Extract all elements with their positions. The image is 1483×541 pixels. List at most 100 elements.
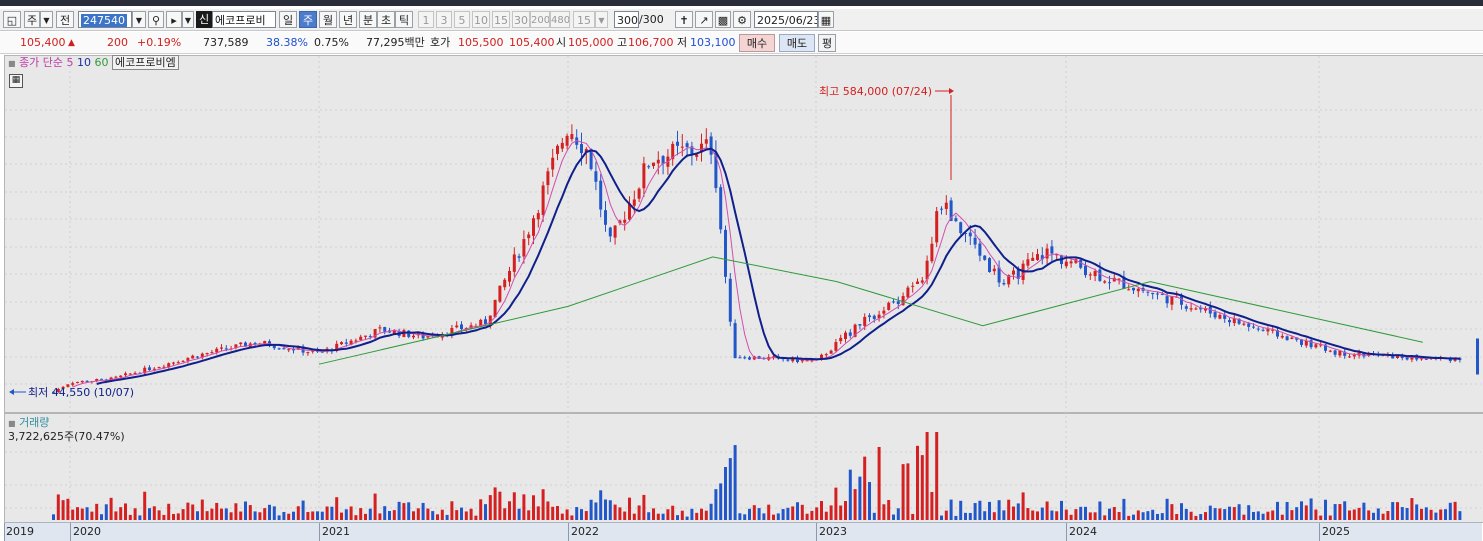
speaker-icon[interactable]: ▸: [166, 11, 182, 28]
volume-bar: [1285, 501, 1289, 520]
multiplier-dropdown-icon[interactable]: ▼: [595, 11, 608, 28]
bar-count-input[interactable]: 300: [614, 11, 639, 28]
volume-bar: [786, 507, 790, 520]
stock-code-value: 247540: [81, 14, 127, 27]
multiplier-30[interactable]: 30: [512, 11, 530, 28]
trendline-icon[interactable]: ↗: [695, 11, 713, 28]
period-type-dropdown-icon[interactable]: ▼: [40, 11, 53, 28]
multiplier-200[interactable]: 200: [530, 11, 550, 28]
search-icon[interactable]: ⚲: [148, 11, 164, 28]
up-arrow-icon: ▲: [68, 38, 75, 48]
volume-bar: [575, 507, 579, 520]
volume-bar: [911, 513, 915, 520]
volume-bar: [330, 506, 334, 520]
volume-bar: [551, 506, 555, 520]
volume-bar: [316, 511, 319, 520]
x-label-2019: 2019: [6, 525, 34, 538]
tab-second[interactable]: 초: [377, 11, 395, 28]
multiplier-5[interactable]: 5: [454, 11, 470, 28]
volume-bar: [1396, 502, 1399, 520]
volume-bar: [1122, 498, 1126, 520]
candle-body: [642, 163, 646, 189]
volume-bar: [560, 513, 564, 520]
volume-bar: [1213, 508, 1217, 520]
tab-year[interactable]: 년: [339, 11, 357, 28]
volume-bar: [1429, 509, 1433, 520]
buy-button[interactable]: 매수: [739, 34, 775, 52]
multiplier-10[interactable]: 10: [472, 11, 490, 28]
candle-body: [700, 143, 703, 153]
tab-minute[interactable]: 분: [359, 11, 377, 28]
candle-body: [1160, 293, 1164, 295]
candle-body: [1064, 261, 1068, 267]
settings-gear-icon[interactable]: ⚙: [733, 11, 751, 28]
multiplier-1[interactable]: 1: [418, 11, 434, 28]
volume-bar: [76, 507, 79, 520]
volume-bar: [325, 506, 329, 520]
volume-bar: [1232, 507, 1236, 520]
multiplier-3[interactable]: 3: [436, 11, 452, 28]
candle-body: [1103, 281, 1107, 283]
volume-bar: [1295, 507, 1299, 520]
volume-bar: [810, 510, 814, 520]
tab-day[interactable]: 일: [279, 11, 297, 28]
multiplier-select[interactable]: 15: [573, 11, 595, 28]
stock-name-field[interactable]: 에코프로비: [212, 11, 276, 28]
period-type-button[interactable]: 주: [24, 11, 40, 28]
x-label-2020: 2020: [73, 525, 101, 538]
crosshair-icon[interactable]: ✝: [675, 11, 693, 28]
candle-body: [877, 314, 881, 319]
tab-tick[interactable]: 틱: [395, 11, 413, 28]
candle-body: [157, 367, 161, 369]
candle-body: [546, 171, 550, 186]
volume-bar: [1141, 512, 1145, 520]
volume-bar: [253, 511, 257, 520]
volume-bar: [599, 490, 603, 520]
candle-body: [896, 301, 900, 305]
candle-body: [565, 135, 569, 146]
volume-bar: [1002, 510, 1006, 520]
volume-bar: [1117, 512, 1121, 520]
volume-bar: [647, 512, 651, 520]
volume-bar: [167, 503, 171, 520]
eval-button[interactable]: 평: [818, 34, 836, 52]
stock-code-input[interactable]: 247540: [78, 11, 132, 28]
tab-week[interactable]: 주: [299, 11, 317, 28]
calendar-icon[interactable]: ▦: [818, 11, 834, 28]
volume-bar: [234, 503, 238, 520]
candle-body: [306, 352, 310, 354]
candle-body: [450, 328, 454, 336]
date-input[interactable]: 2025/06/23: [754, 11, 818, 28]
volume-bar: [719, 483, 723, 520]
multiplier-15[interactable]: 15: [492, 11, 510, 28]
table-view-icon[interactable]: ▦: [9, 74, 23, 88]
candle-body: [628, 203, 631, 220]
volume-bar: [1012, 506, 1015, 520]
volume-bar: [848, 469, 852, 520]
layout-icon[interactable]: ◱: [3, 11, 21, 28]
volume-bar: [1175, 513, 1179, 520]
ma5-line: [72, 140, 1460, 388]
candle-body: [930, 243, 934, 262]
candle-body: [714, 152, 718, 189]
volume-bar: [628, 497, 631, 520]
tab-month[interactable]: 월: [319, 11, 337, 28]
stock-code-dropdown-icon[interactable]: ▼: [132, 11, 146, 28]
save-icon[interactable]: ▩: [715, 11, 731, 28]
low-label: 저: [677, 36, 688, 49]
volume-bar: [1223, 509, 1227, 520]
candle-body: [997, 267, 1001, 283]
candle-body: [1285, 336, 1289, 341]
candle-body: [728, 278, 732, 322]
multiplier-480[interactable]: 480: [550, 11, 570, 28]
candle-body: [738, 357, 742, 359]
candle-body: [810, 360, 814, 362]
volume-bar: [1208, 505, 1212, 520]
sell-button[interactable]: 매도: [779, 34, 815, 52]
candle-body: [340, 342, 343, 345]
volume-bar: [1194, 515, 1198, 520]
volume-bar: [306, 511, 310, 520]
speaker-dropdown-icon[interactable]: ▼: [182, 11, 194, 28]
prev-button[interactable]: 전: [56, 11, 74, 28]
legend-stock-name[interactable]: 에코프로비엠: [112, 55, 179, 70]
